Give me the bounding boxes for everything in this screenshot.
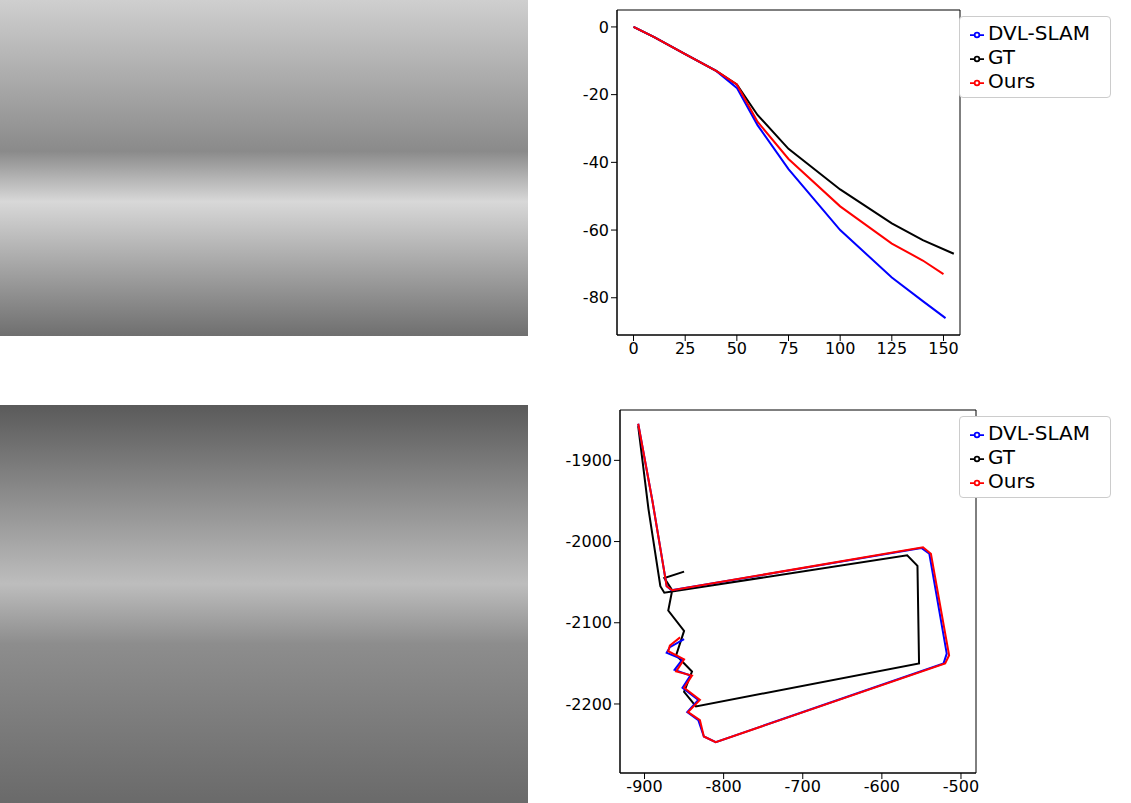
svg-text:-2000: -2000 xyxy=(566,532,613,551)
svg-text:-40: -40 xyxy=(583,153,609,172)
svg-text:-700: -700 xyxy=(785,777,821,796)
svg-text:-500: -500 xyxy=(943,777,979,796)
html-text:DVL-SLAM: DVL-SLAM xyxy=(988,21,1090,45)
svg-text:-20: -20 xyxy=(583,85,609,104)
svg-text:50: 50 xyxy=(727,339,747,358)
svg-text:-900: -900 xyxy=(626,777,662,796)
svg-text:75: 75 xyxy=(778,339,798,358)
svg-text:-1900: -1900 xyxy=(566,451,613,470)
svg-text:-2200: -2200 xyxy=(566,695,613,714)
svg-text:125: 125 xyxy=(877,339,908,358)
svg-text:-80: -80 xyxy=(583,288,609,307)
html-text:Ours: Ours xyxy=(988,69,1036,93)
html-text:GT: GT xyxy=(988,45,1015,69)
svg-text:-60: -60 xyxy=(583,221,609,240)
html-text:GT: GT xyxy=(988,445,1015,469)
svg-text:0: 0 xyxy=(599,18,609,37)
svg-text:25: 25 xyxy=(675,339,695,358)
svg-text:-600: -600 xyxy=(864,777,900,796)
svg-text:-2100: -2100 xyxy=(566,613,613,632)
html-text:DVL-SLAM: DVL-SLAM xyxy=(988,421,1090,445)
svg-text:0: 0 xyxy=(628,339,638,358)
html-text:Ours: Ours xyxy=(988,469,1036,493)
svg-text:150: 150 xyxy=(928,339,959,358)
svg-text:-800: -800 xyxy=(705,777,741,796)
svg-text:100: 100 xyxy=(825,339,856,358)
